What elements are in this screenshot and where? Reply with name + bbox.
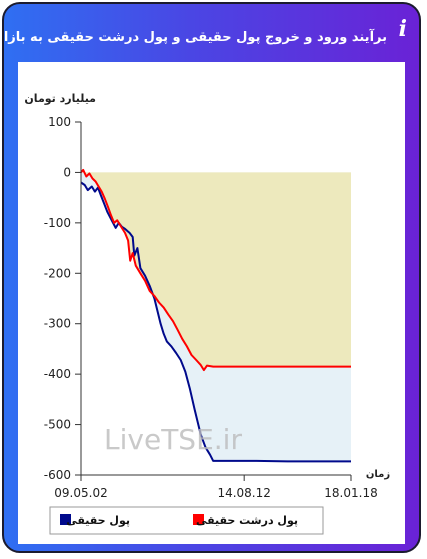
y-tick-label: 100 [48, 115, 71, 129]
y-axis-label: میلیارد تومان [24, 92, 96, 105]
series-line-2 [80, 168, 351, 372]
watermark: LiveTSE.ir [104, 423, 242, 456]
chart-card: برآیند ورود و خروج پول حقیقی و پول درشت … [2, 2, 421, 553]
x-tick-label: 14.08.12 [217, 486, 270, 500]
chart-svg: LiveTSE.ir 100 0 -100 -200 -300 -400 -500 -600 0… [24, 92, 390, 535]
y-tick-label: -200 [44, 266, 71, 280]
chart-title: برآیند ورود و خروج پول حقیقی و پول درشت … [2, 29, 387, 45]
y-tick-label: -400 [44, 367, 71, 381]
y-tick-label: -500 [44, 418, 71, 432]
legend-box [49, 506, 324, 535]
y-tick-label: -100 [44, 216, 71, 230]
legend-entry-big-real-swatch [193, 514, 204, 525]
y-tick-label: -300 [44, 317, 71, 331]
x-tick-label: 09.05.02 [54, 486, 107, 500]
series-lines [80, 168, 351, 463]
info-icon[interactable]: i [398, 16, 407, 42]
area-fills [81, 169, 351, 462]
title-bar: برآیند ورود و خروج پول حقیقی و پول درشت … [4, 14, 419, 60]
area-fill-2 [81, 169, 351, 371]
axes: 100 0 -100 -200 -300 -400 -500 -600 09.05.02 14.0… [44, 115, 378, 500]
legend: پول حقیقی پول درشت حقیقی [49, 506, 324, 535]
legend-entry-real-swatch [60, 514, 71, 525]
legend-entry-real-label: پول حقیقی [66, 514, 130, 527]
legend-entry-big-real-label: پول درشت حقیقی [196, 514, 298, 527]
chart-panel: LiveTSE.ir 100 0 -100 -200 -300 -400 -500 -600 0… [18, 62, 405, 544]
x-axis-label: زمان [366, 469, 390, 480]
y-tick-label: 0 [63, 165, 71, 179]
y-tick-label: -600 [44, 468, 71, 482]
x-tick-label: 18.01.18 [324, 486, 377, 500]
